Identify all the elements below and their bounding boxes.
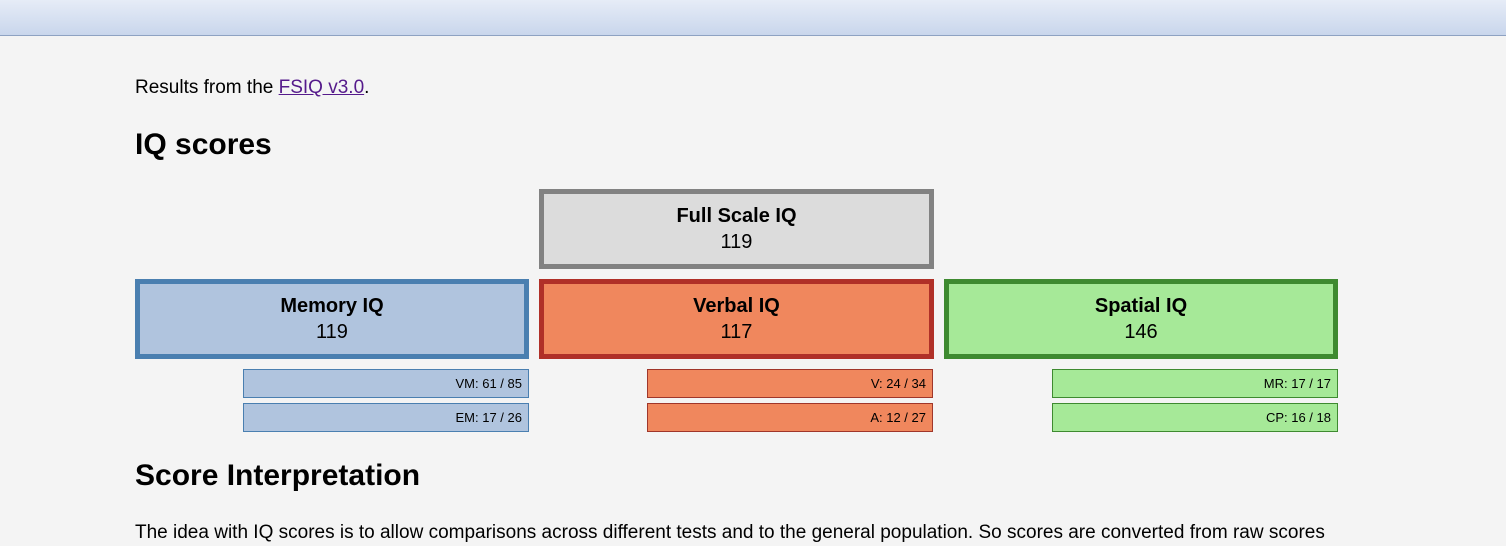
intro-prefix: Results from the (135, 77, 279, 98)
verbal-iq-title: Verbal IQ (693, 295, 780, 317)
memory-iq-box: Memory IQ 119 (135, 279, 529, 359)
subscore-vm: VM: 61 / 85 (243, 369, 529, 398)
iq-scores-heading: IQ scores (135, 128, 272, 161)
intro-suffix: . (364, 77, 370, 98)
intro-text: Results from the FSIQ v3.0. (135, 76, 369, 100)
verbal-iq-box: Verbal IQ 117 (539, 279, 934, 359)
score-interpretation-heading: Score Interpretation (135, 459, 421, 492)
subscore-v: V: 24 / 34 (647, 369, 933, 398)
full-scale-iq-box: Full Scale IQ 119 (539, 189, 934, 269)
spatial-iq-title: Spatial IQ (1094, 295, 1188, 317)
subscore-a: A: 12 / 27 (647, 403, 933, 432)
memory-iq-value: 119 (316, 321, 348, 343)
subscore-mr: MR: 17 / 17 (1052, 369, 1338, 398)
spatial-iq-value: 146 (1124, 321, 1158, 343)
full-scale-iq-value: 119 (720, 231, 753, 253)
full-scale-iq-title: Full Scale IQ (676, 205, 797, 227)
subscore-em: EM: 17 / 26 (243, 403, 529, 432)
memory-iq-title: Memory IQ (280, 295, 384, 317)
interpretation-paragraph: The idea with IQ scores is to allow comp… (135, 522, 1325, 543)
spatial-iq-box: Spatial IQ 146 (944, 279, 1338, 359)
verbal-iq-value: 117 (720, 321, 753, 343)
browser-top-bar (0, 0, 1506, 36)
subscore-cp: CP: 16 / 18 (1052, 403, 1338, 432)
fsiq-link[interactable]: FSIQ v3.0 (278, 77, 365, 98)
